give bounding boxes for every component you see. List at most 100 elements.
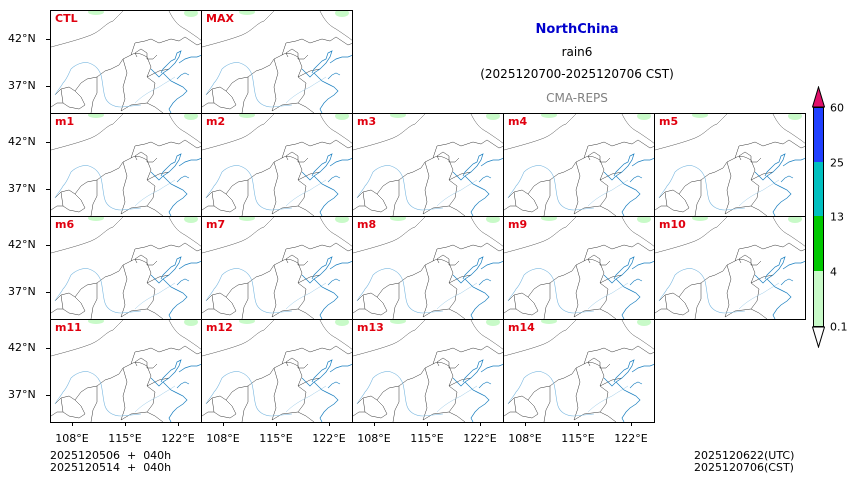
basemap-icon <box>353 114 503 216</box>
panel-label: m4 <box>508 115 528 128</box>
panel-label: m8 <box>357 218 377 231</box>
x-tick-label: 108°E <box>206 432 240 445</box>
panel-label: m12 <box>206 321 233 334</box>
y-tick-label: 42°N <box>8 32 36 45</box>
x-tick-label: 108°E <box>357 432 391 445</box>
map-panel-m2: m2 <box>201 113 353 217</box>
x-tick-label: 108°E <box>55 432 89 445</box>
y-tick-mark <box>46 348 50 349</box>
basemap-icon <box>655 217 805 319</box>
map-panel-m7: m7 <box>201 216 353 320</box>
y-tick-label: 37°N <box>8 79 36 92</box>
y-tick-label: 37°N <box>8 182 36 195</box>
x-tick-mark <box>125 422 126 426</box>
x-tick-label: 115°E <box>561 432 595 445</box>
region-title: NorthChina <box>535 22 619 37</box>
x-tick-label: 115°E <box>259 432 293 445</box>
panel-label: m13 <box>357 321 384 334</box>
init-time-line-1: 2025120506 + 040h <box>50 449 172 462</box>
valid-time-cst: 2025120706(CST) <box>694 461 794 474</box>
basemap-icon <box>51 320 201 422</box>
x-tick-label: 122°E <box>312 432 346 445</box>
colorbar-label-4: 4 <box>830 265 837 279</box>
x-tick-mark <box>525 422 526 426</box>
x-tick-label: 115°E <box>108 432 142 445</box>
y-tick-mark <box>46 142 50 143</box>
basemap-icon <box>202 114 352 216</box>
basemap-icon <box>51 114 201 216</box>
panel-label: m6 <box>55 218 75 231</box>
init-time-line-2: 2025120514 + 040h <box>50 461 172 474</box>
panel-label: m7 <box>206 218 226 231</box>
variable-title: rain6 <box>561 45 593 59</box>
valid-time-utc: 2025120622(UTC) <box>694 449 795 462</box>
x-tick-mark <box>72 422 73 426</box>
basemap-icon <box>504 320 654 422</box>
x-tick-label: 122°E <box>614 432 648 445</box>
map-panel-m10: m10 <box>654 216 806 320</box>
x-tick-label: 115°E <box>410 432 444 445</box>
y-tick-label: 37°N <box>8 388 36 401</box>
colorbar-segment-13-25 <box>813 162 824 217</box>
map-panel-max: MAX <box>201 10 353 114</box>
map-panel-m13: m13 <box>352 319 504 423</box>
y-tick-mark <box>46 39 50 40</box>
panel-label: m1 <box>55 115 75 128</box>
panel-label: CTL <box>55 12 78 25</box>
map-panel-m1: m1 <box>50 113 202 217</box>
panel-label: m9 <box>508 218 528 231</box>
basemap-icon <box>51 217 201 319</box>
map-panel-m5: m5 <box>654 113 806 217</box>
panel-label: m10 <box>659 218 686 231</box>
x-tick-mark <box>276 422 277 426</box>
colorbar-label-13: 13 <box>830 210 844 224</box>
panel-label: MAX <box>206 12 234 25</box>
map-panel-m8: m8 <box>352 216 504 320</box>
map-panel-m12: m12 <box>201 319 353 423</box>
basemap-icon <box>202 320 352 422</box>
y-tick-label: 37°N <box>8 285 36 298</box>
basemap-icon <box>202 217 352 319</box>
map-panel-m14: m14 <box>503 319 655 423</box>
x-tick-label: 122°E <box>463 432 497 445</box>
map-panel-m9: m9 <box>503 216 655 320</box>
x-tick-mark <box>329 422 330 426</box>
colorbar-label-60: 60 <box>830 101 844 115</box>
basemap-icon <box>202 11 352 113</box>
panel-label: m3 <box>357 115 377 128</box>
colorbar-min-extend-icon <box>812 326 825 348</box>
x-tick-mark <box>631 422 632 426</box>
basemap-icon <box>655 114 805 216</box>
map-panel-m4: m4 <box>503 113 655 217</box>
basemap-icon <box>353 320 503 422</box>
basemap-icon <box>353 217 503 319</box>
colorbar-segment-4-13 <box>813 216 824 272</box>
y-tick-mark <box>46 86 50 87</box>
x-tick-label: 108°E <box>508 432 542 445</box>
period-title: (2025120700-2025120706 CST) <box>480 67 674 81</box>
y-tick-mark <box>46 292 50 293</box>
x-tick-mark <box>427 422 428 426</box>
y-tick-label: 42°N <box>8 341 36 354</box>
map-panel-ctl: CTL <box>50 10 202 114</box>
x-tick-mark <box>480 422 481 426</box>
panel-label: m2 <box>206 115 226 128</box>
basemap-icon <box>504 217 654 319</box>
y-tick-mark <box>46 395 50 396</box>
y-tick-label: 42°N <box>8 238 36 251</box>
panel-label: m5 <box>659 115 679 128</box>
basemap-icon <box>51 11 201 113</box>
y-tick-mark <box>46 189 50 190</box>
colorbar-label-0.1: 0.1 <box>830 320 848 334</box>
x-tick-label: 122°E <box>161 432 195 445</box>
x-tick-mark <box>178 422 179 426</box>
x-tick-mark <box>578 422 579 426</box>
map-panel-m6: m6 <box>50 216 202 320</box>
panel-label: m11 <box>55 321 82 334</box>
colorbar-max-extend-icon <box>812 86 825 108</box>
x-tick-mark <box>374 422 375 426</box>
x-tick-mark <box>223 422 224 426</box>
y-tick-mark <box>46 245 50 246</box>
colorbar-segment-25-60 <box>813 107 824 163</box>
basemap-icon <box>504 114 654 216</box>
